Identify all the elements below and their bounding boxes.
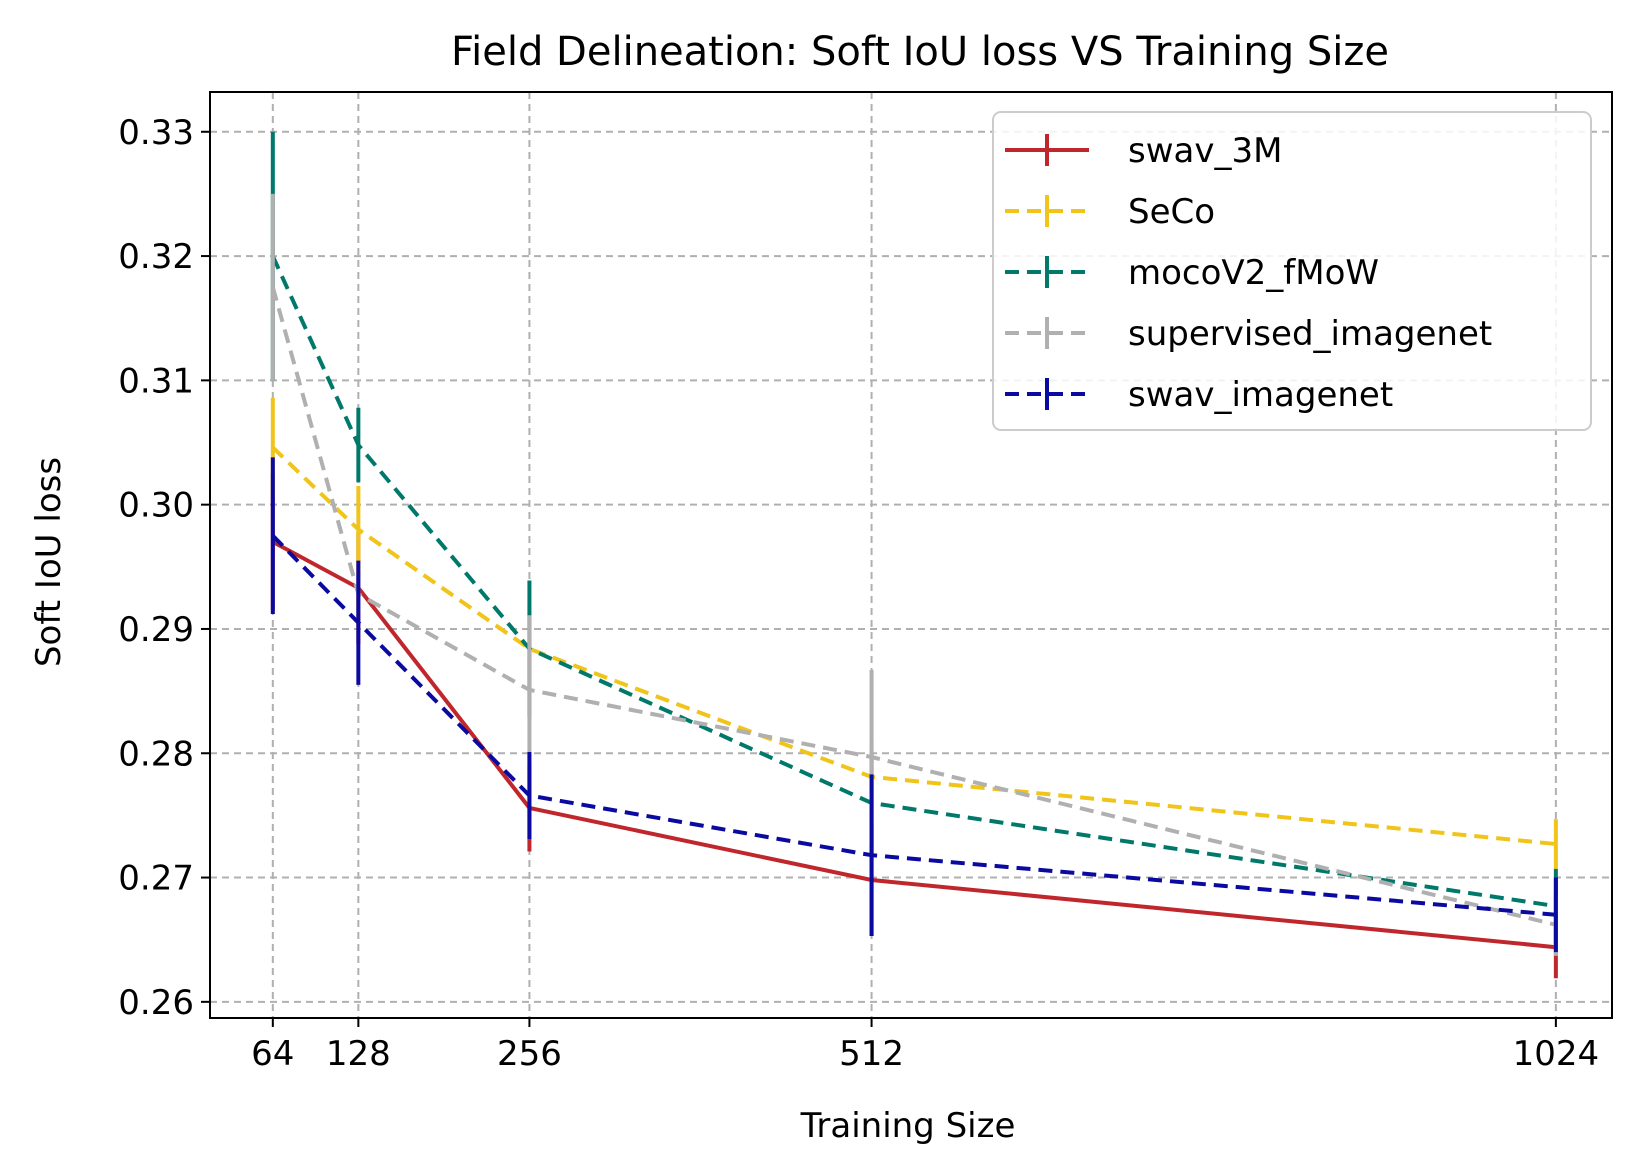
x-tick-label: 256 bbox=[497, 1034, 562, 1074]
legend-label: supervised_imagenet bbox=[1128, 314, 1492, 354]
series-swav-imagenet bbox=[270, 457, 1558, 953]
legend-item-swav-3m: swav_3M bbox=[1005, 131, 1282, 171]
series-line-swav-imagenet bbox=[271, 534, 1557, 917]
x-axis-title: Training Size bbox=[800, 1106, 1016, 1146]
chart-title: Field Delineation: Soft IoU loss VS Trai… bbox=[451, 29, 1389, 75]
legend-item-supervised-imagenet: supervised_imagenet bbox=[1005, 314, 1492, 354]
legend-label: mocoV2_fMoW bbox=[1128, 253, 1379, 293]
plot-frame bbox=[209, 91, 1613, 1019]
y-tick-label: 0.29 bbox=[118, 610, 194, 650]
y-tick-label: 0.30 bbox=[118, 486, 194, 526]
y-tick-label: 0.32 bbox=[118, 237, 194, 277]
y-tick-label: 0.28 bbox=[118, 734, 194, 774]
legend-item-swav-imagenet: swav_imagenet bbox=[1005, 375, 1393, 415]
series-line-supervised-imagenet bbox=[270, 286, 1557, 927]
series-layer bbox=[270, 131, 1558, 979]
legend-box bbox=[992, 111, 1592, 431]
series-line-seco bbox=[271, 446, 1557, 846]
y-tick-label: 0.27 bbox=[118, 859, 194, 899]
y-axis-title: Soft IoU loss bbox=[29, 457, 69, 667]
y-axis: 0.26 0.27 0.28 0.29 0.30 0.31 0.32 0.33 bbox=[118, 113, 210, 1023]
legend: swav_3M SeCo mocoV2_fMoW supervised_imagene… bbox=[992, 111, 1592, 431]
x-tick-label: 128 bbox=[326, 1034, 391, 1074]
legend-label: swav_3M bbox=[1128, 131, 1282, 171]
y-tick-label: 0.31 bbox=[118, 361, 194, 401]
legend-label: swav_imagenet bbox=[1128, 375, 1393, 415]
y-tick-label: 0.26 bbox=[118, 983, 194, 1023]
x-tick-label: 512 bbox=[839, 1034, 904, 1074]
y-tick-label: 0.33 bbox=[118, 113, 194, 153]
x-tick-label: 64 bbox=[251, 1034, 294, 1074]
legend-item-mocov2-fmow: mocoV2_fMoW bbox=[1005, 253, 1379, 293]
legend-label: SeCo bbox=[1128, 192, 1215, 232]
x-axis: 64 128 256 512 1024 bbox=[251, 1018, 1599, 1074]
x-tick-label: 1024 bbox=[1513, 1034, 1600, 1074]
legend-item-seco: SeCo bbox=[1005, 192, 1215, 232]
